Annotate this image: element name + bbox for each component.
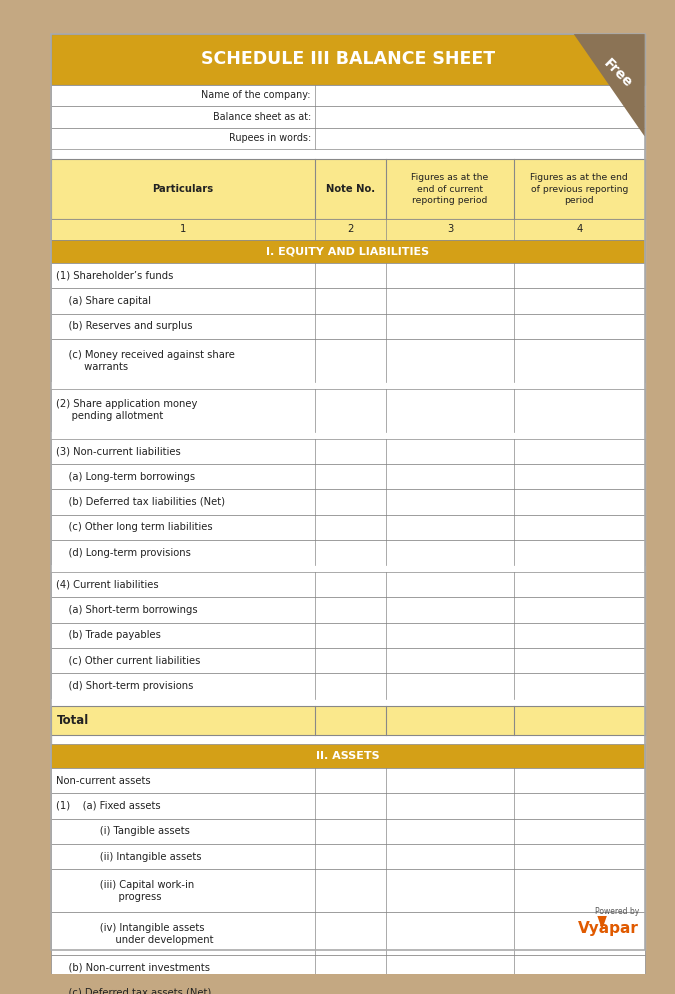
Text: (2) Share application money
     pending allotment: (2) Share application money pending allo… xyxy=(56,400,197,421)
Bar xyxy=(51,572,645,597)
Text: (c) Deferred tax assets (Net): (c) Deferred tax assets (Net) xyxy=(56,988,211,994)
Text: Note No.: Note No. xyxy=(326,184,375,194)
Bar xyxy=(51,220,645,240)
Text: (iv) Intangible assets
                   under development: (iv) Intangible assets under development xyxy=(56,922,213,944)
Bar xyxy=(51,106,645,127)
Bar xyxy=(51,980,645,994)
Bar xyxy=(51,84,645,106)
Bar xyxy=(51,127,645,149)
Bar xyxy=(51,768,645,793)
Text: Total: Total xyxy=(57,714,90,727)
Bar xyxy=(51,339,645,382)
Text: 4: 4 xyxy=(576,225,583,235)
Text: (1) Shareholder’s funds: (1) Shareholder’s funds xyxy=(56,270,173,280)
Bar xyxy=(51,793,645,818)
Bar xyxy=(51,745,645,768)
Text: Balance sheet as at:: Balance sheet as at: xyxy=(213,112,311,122)
Bar xyxy=(51,912,645,955)
Text: Figures as at the end
of previous reporting
period: Figures as at the end of previous report… xyxy=(531,173,628,205)
Bar xyxy=(51,818,645,844)
Text: (3) Non-current liabilities: (3) Non-current liabilities xyxy=(56,446,181,456)
Bar xyxy=(51,869,645,912)
Text: 2: 2 xyxy=(348,225,354,235)
Text: (a) Share capital: (a) Share capital xyxy=(56,296,151,306)
Text: (a) Short-term borrowings: (a) Short-term borrowings xyxy=(56,605,198,615)
Text: (a) Long-term borrowings: (a) Long-term borrowings xyxy=(56,471,195,481)
Bar xyxy=(51,515,645,540)
Bar xyxy=(51,489,645,515)
Bar xyxy=(51,159,645,220)
Bar xyxy=(51,540,645,566)
Text: Vyapar: Vyapar xyxy=(578,921,639,936)
Text: Non-current assets: Non-current assets xyxy=(56,775,151,785)
Text: 1: 1 xyxy=(180,225,186,235)
Bar xyxy=(51,34,645,950)
Text: (c) Other long term liabilities: (c) Other long term liabilities xyxy=(56,522,213,532)
Text: Rupees in words:: Rupees in words: xyxy=(229,133,311,143)
Text: (i) Tangible assets: (i) Tangible assets xyxy=(56,826,190,836)
Text: (d) Long-term provisions: (d) Long-term provisions xyxy=(56,548,191,558)
Bar xyxy=(51,34,645,950)
Bar xyxy=(51,699,645,706)
Bar xyxy=(51,382,645,389)
Text: (b) Trade payables: (b) Trade payables xyxy=(56,630,161,640)
Bar xyxy=(51,673,645,699)
Bar xyxy=(51,955,645,980)
Bar xyxy=(51,314,645,339)
Text: (c) Money received against share
         warrants: (c) Money received against share warrant… xyxy=(56,350,235,372)
Text: Powered by: Powered by xyxy=(595,907,639,915)
Text: (c) Other current liabilities: (c) Other current liabilities xyxy=(56,656,200,666)
Bar xyxy=(51,431,645,438)
Text: 3: 3 xyxy=(447,225,453,235)
Bar xyxy=(51,240,645,263)
Text: Name of the company:: Name of the company: xyxy=(201,90,311,100)
Text: SCHEDULE III BALANCE SHEET: SCHEDULE III BALANCE SHEET xyxy=(200,51,495,69)
Text: II. ASSETS: II. ASSETS xyxy=(316,751,379,761)
Text: (d) Short-term provisions: (d) Short-term provisions xyxy=(56,681,194,691)
Text: I. EQUITY AND LIABILITIES: I. EQUITY AND LIABILITIES xyxy=(266,247,429,256)
Text: (b) Deferred tax liabilities (Net): (b) Deferred tax liabilities (Net) xyxy=(56,497,225,507)
Text: (1)    (a) Fixed assets: (1) (a) Fixed assets xyxy=(56,801,161,811)
Bar xyxy=(51,464,645,489)
Text: (b) Non-current investments: (b) Non-current investments xyxy=(56,962,210,973)
Text: Free: Free xyxy=(601,56,635,90)
Text: (iii) Capital work-in
                    progress: (iii) Capital work-in progress xyxy=(56,880,194,902)
Text: (ii) Intangible assets: (ii) Intangible assets xyxy=(56,852,202,862)
Bar xyxy=(51,706,645,735)
Polygon shape xyxy=(574,34,645,136)
Bar xyxy=(51,622,645,648)
Bar xyxy=(51,648,645,673)
Bar xyxy=(51,389,645,431)
Bar xyxy=(51,34,645,84)
Bar xyxy=(51,263,645,288)
Polygon shape xyxy=(597,916,607,929)
Bar xyxy=(51,844,645,869)
Text: (4) Current liabilities: (4) Current liabilities xyxy=(56,580,159,589)
Bar xyxy=(51,288,645,314)
Bar xyxy=(51,597,645,622)
Text: Particulars: Particulars xyxy=(153,184,213,194)
Bar xyxy=(51,438,645,464)
Text: Figures as at the
end of current
reporting period: Figures as at the end of current reporti… xyxy=(412,173,489,205)
Text: (b) Reserves and surplus: (b) Reserves and surplus xyxy=(56,321,192,331)
Bar xyxy=(51,566,645,572)
